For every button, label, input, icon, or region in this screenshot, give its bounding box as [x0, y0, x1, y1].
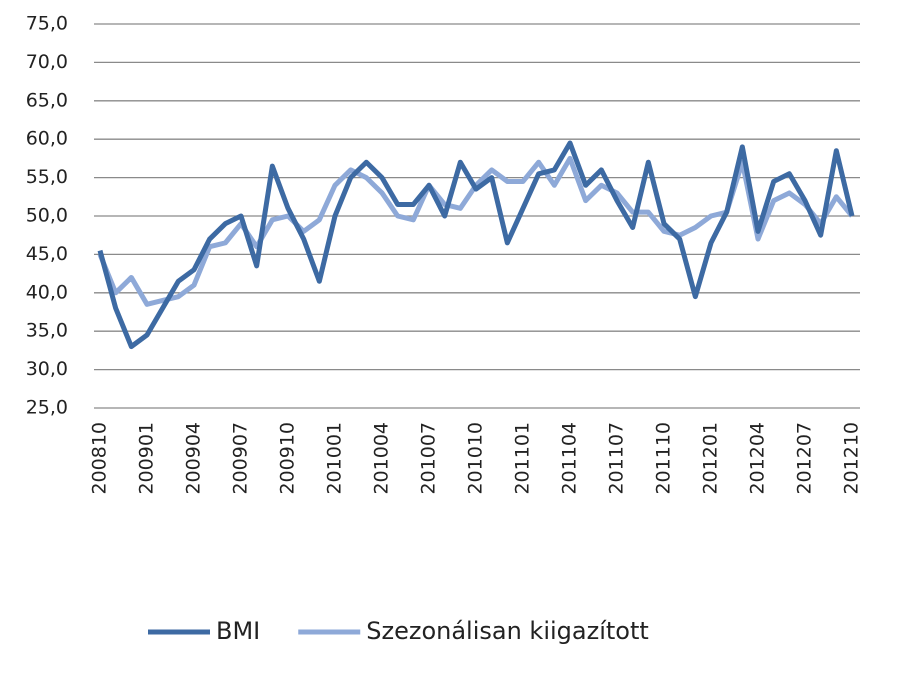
legend-label: BMI: [216, 617, 260, 645]
y-tick-label: 60,0: [26, 128, 68, 150]
x-tick-label: 200901: [136, 422, 158, 495]
x-tick-label: 201210: [841, 422, 863, 495]
y-tick-label: 75,0: [26, 13, 68, 35]
x-tick-label: 201107: [606, 422, 628, 495]
x-tick-label: 201004: [371, 422, 393, 495]
y-tick-label: 55,0: [26, 166, 68, 188]
y-tick-label: 40,0: [26, 281, 68, 303]
y-tick-label: 65,0: [26, 89, 68, 111]
x-tick-label: 200907: [230, 422, 252, 495]
x-tick-label: 201201: [700, 422, 722, 495]
x-tick-label: 201104: [559, 422, 581, 495]
line-series: [97, 155, 854, 307]
y-tick-label: 35,0: [26, 320, 68, 342]
y-tick-label: 25,0: [26, 397, 68, 419]
y-tick-label: 70,0: [26, 51, 68, 73]
x-tick-label: 201110: [653, 422, 675, 495]
x-tick-label: 200810: [89, 422, 111, 495]
x-tick-label: 201010: [465, 422, 487, 495]
y-tick-label: 50,0: [26, 205, 68, 227]
x-tick-label: 201007: [418, 422, 440, 495]
x-tick-label: 200904: [183, 422, 205, 495]
x-tick-label: 201001: [324, 422, 346, 495]
legend-label: Szezonálisan kiigazított: [366, 617, 649, 645]
y-tick-label: 45,0: [26, 243, 68, 265]
y-tick-label: 30,0: [26, 358, 68, 380]
line-series: [97, 140, 855, 350]
x-tick-label: 201204: [747, 422, 769, 495]
x-tick-label: 201101: [512, 422, 534, 495]
x-tick-label: 200910: [277, 422, 299, 495]
x-tick-label: 201207: [794, 422, 816, 495]
